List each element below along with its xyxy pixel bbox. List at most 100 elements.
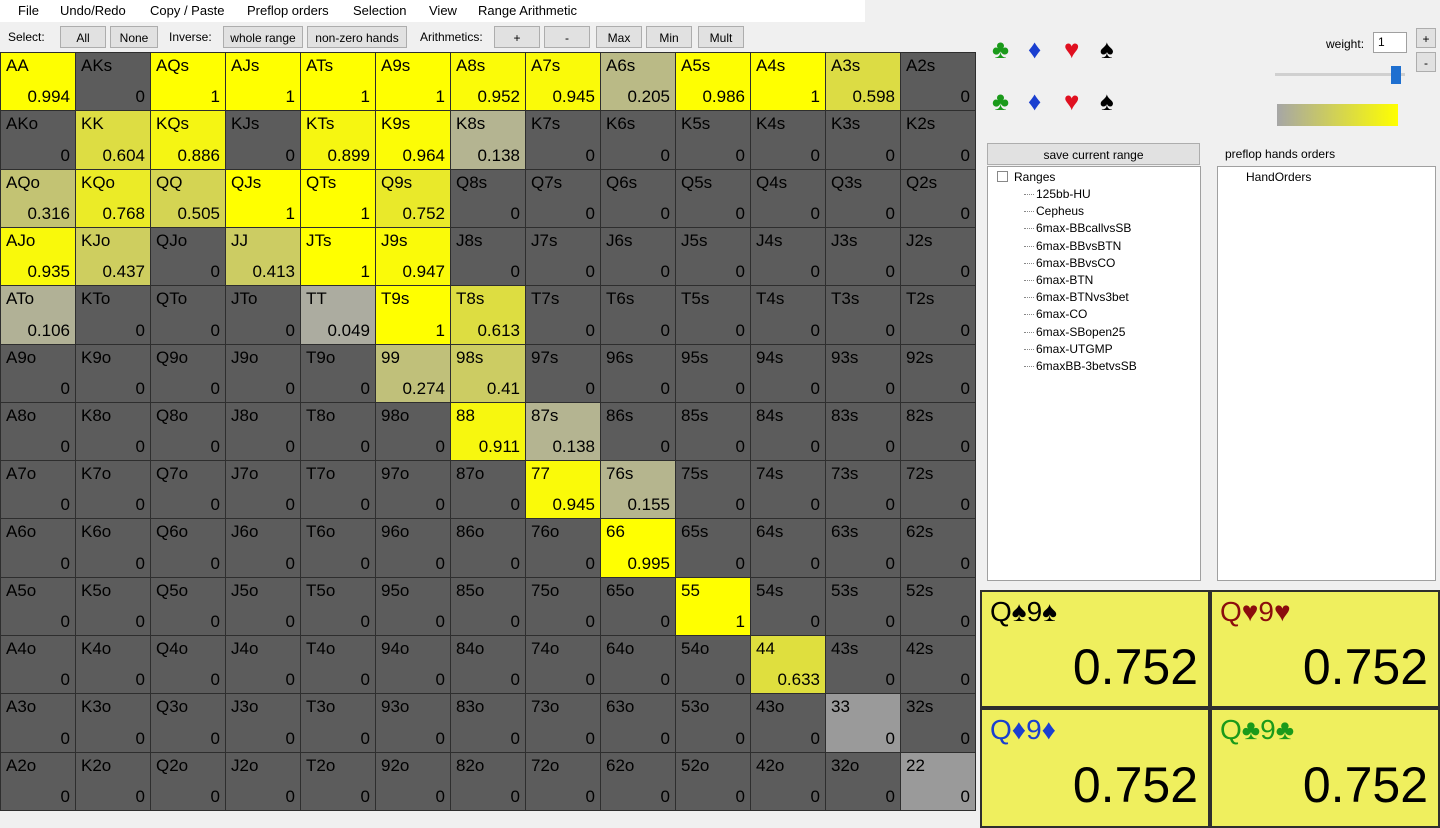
menu-item[interactable]: Undo/Redo (60, 3, 126, 18)
hand-cell[interactable]: 95s 0 (675, 343, 751, 403)
button[interactable]: + (494, 26, 540, 48)
hand-cell[interactable]: 98s 0.41 (450, 343, 526, 403)
hand-cell[interactable]: K4o 0 (75, 635, 151, 695)
hand-cell[interactable]: 43o 0 (750, 693, 826, 753)
hand-cell[interactable]: 64o 0 (600, 635, 676, 695)
hand-cell[interactable]: 22 0 (900, 751, 976, 811)
hand-cell[interactable]: 86o 0 (450, 518, 526, 578)
hand-cell[interactable]: QTs 1 (300, 168, 376, 228)
hand-cell[interactable]: T4o 0 (300, 635, 376, 695)
hand-cell[interactable]: A2o 0 (0, 751, 76, 811)
hand-cell[interactable]: 73s 0 (825, 460, 901, 520)
hand-cell[interactable]: J9o 0 (225, 343, 301, 403)
hand-cell[interactable]: A6s 0.205 (600, 52, 676, 112)
tree-node[interactable]: 6max-SBopen25 (1036, 324, 1126, 339)
tree-node[interactable]: 6max-BTNvs3bet (1036, 290, 1129, 305)
hand-cell[interactable]: 76o 0 (525, 518, 601, 578)
button[interactable]: save current range (987, 143, 1200, 165)
hand-cell[interactable]: Q6o 0 (150, 518, 226, 578)
hand-cell[interactable]: T8s 0.613 (450, 285, 526, 345)
hand-cell[interactable]: 94o 0 (375, 635, 451, 695)
hand-cell[interactable]: JTo 0 (225, 285, 301, 345)
hand-cell[interactable]: 94s 0 (750, 343, 826, 403)
hand-cell[interactable]: A8o 0 (0, 401, 76, 462)
button[interactable]: - (1416, 52, 1436, 72)
suit-toggle[interactable]: ♣ (992, 34, 1010, 64)
hand-cell[interactable]: T9s 1 (375, 285, 451, 345)
hand-cell[interactable]: AJs 1 (225, 52, 301, 112)
hand-cell[interactable]: Q7s 0 (525, 168, 601, 228)
hand-cell[interactable]: 52o 0 (675, 751, 751, 811)
button[interactable]: Min (646, 26, 692, 48)
hand-cell[interactable]: T5s 0 (675, 285, 751, 345)
hand-cell[interactable]: 93o 0 (375, 693, 451, 753)
hand-cell[interactable]: T8o 0 (300, 401, 376, 462)
hand-cell[interactable]: 98o 0 (375, 401, 451, 462)
hand-cell[interactable]: A8s 0.952 (450, 52, 526, 112)
hand-cell[interactable]: 42s 0 (900, 635, 976, 695)
hand-cell[interactable]: Q2o 0 (150, 751, 226, 811)
hand-cell[interactable]: A7o 0 (0, 460, 76, 520)
hand-cell[interactable]: J4o 0 (225, 635, 301, 695)
hand-cell[interactable]: A9o 0 (0, 343, 76, 403)
hand-cell[interactable]: ATo 0.106 (0, 285, 76, 345)
button[interactable]: Mult (698, 26, 744, 48)
hand-cell[interactable]: J2o 0 (225, 751, 301, 811)
hand-cell[interactable]: Q9s 0.752 (375, 168, 451, 228)
menu-item[interactable]: Range Arithmetic (478, 3, 577, 18)
menu-item[interactable]: View (429, 3, 457, 18)
suit-toggle[interactable]: ♣ (992, 86, 1010, 116)
hand-cell[interactable]: 53s 0 (825, 576, 901, 637)
hand-cell[interactable]: 83o 0 (450, 693, 526, 753)
hand-cell[interactable]: Q5s 0 (675, 168, 751, 228)
hand-cell[interactable]: K7s 0 (525, 110, 601, 170)
hand-cell[interactable]: J6o 0 (225, 518, 301, 578)
menu-item[interactable]: Copy / Paste (150, 3, 225, 18)
hand-cell[interactable]: J8s 0 (450, 226, 526, 287)
hand-cell[interactable]: 72s 0 (900, 460, 976, 520)
tree-node[interactable]: HandOrders (1246, 170, 1312, 184)
hand-cell[interactable]: 54s 0 (750, 576, 826, 637)
hand-cell[interactable]: 62s 0 (900, 518, 976, 578)
hand-cell[interactable]: AJo 0.935 (0, 226, 76, 287)
hand-cell[interactable]: J9s 0.947 (375, 226, 451, 287)
hand-cell[interactable]: K5s 0 (675, 110, 751, 170)
hand-cell[interactable]: KQs 0.886 (150, 110, 226, 170)
hand-cell[interactable]: 92o 0 (375, 751, 451, 811)
hand-cell[interactable]: 42o 0 (750, 751, 826, 811)
hand-cell[interactable]: 97o 0 (375, 460, 451, 520)
hand-cell[interactable]: 64s 0 (750, 518, 826, 578)
hand-cell[interactable]: 75s 0 (675, 460, 751, 520)
hand-cell[interactable]: Q5o 0 (150, 576, 226, 637)
hand-cell[interactable]: KTs 0.899 (300, 110, 376, 170)
hand-cell[interactable]: JJ 0.413 (225, 226, 301, 287)
menu-item[interactable]: Preflop orders (247, 3, 329, 18)
tree-node[interactable]: 125bb-HU (1036, 187, 1091, 201)
hand-cell[interactable]: 72o 0 (525, 751, 601, 811)
button[interactable]: - (544, 26, 590, 48)
hand-cell[interactable]: AQo 0.316 (0, 168, 76, 228)
tree-node[interactable]: Ranges (1014, 170, 1056, 184)
hand-cell[interactable]: T4s 0 (750, 285, 826, 345)
button[interactable]: + (1416, 28, 1436, 48)
hand-cell[interactable]: T6o 0 (300, 518, 376, 578)
hand-cell[interactable]: A6o 0 (0, 518, 76, 578)
tree-expander[interactable] (997, 171, 1008, 182)
suit-toggle[interactable]: ♠ (1100, 86, 1114, 116)
hand-cell[interactable]: 96o 0 (375, 518, 451, 578)
hand-cell[interactable]: T9o 0 (300, 343, 376, 403)
hand-cell[interactable]: 99 0.274 (375, 343, 451, 403)
hand-cell[interactable]: K8o 0 (75, 401, 151, 462)
hand-cell[interactable]: J3o 0 (225, 693, 301, 753)
hand-cell[interactable]: A4s 1 (750, 52, 826, 112)
hand-cell[interactable]: K3o 0 (75, 693, 151, 753)
hand-cell[interactable]: 75o 0 (525, 576, 601, 637)
suit-toggle[interactable]: ♦ (1028, 86, 1042, 116)
hand-cell[interactable]: T3o 0 (300, 693, 376, 753)
suit-toggle[interactable]: ♦ (1028, 34, 1042, 64)
hand-cell[interactable]: T2s 0 (900, 285, 976, 345)
hand-cell[interactable]: 82s 0 (900, 401, 976, 462)
hand-cell[interactable]: K9o 0 (75, 343, 151, 403)
hand-cell[interactable]: QJo 0 (150, 226, 226, 287)
hand-cell[interactable]: QQ 0.505 (150, 168, 226, 228)
